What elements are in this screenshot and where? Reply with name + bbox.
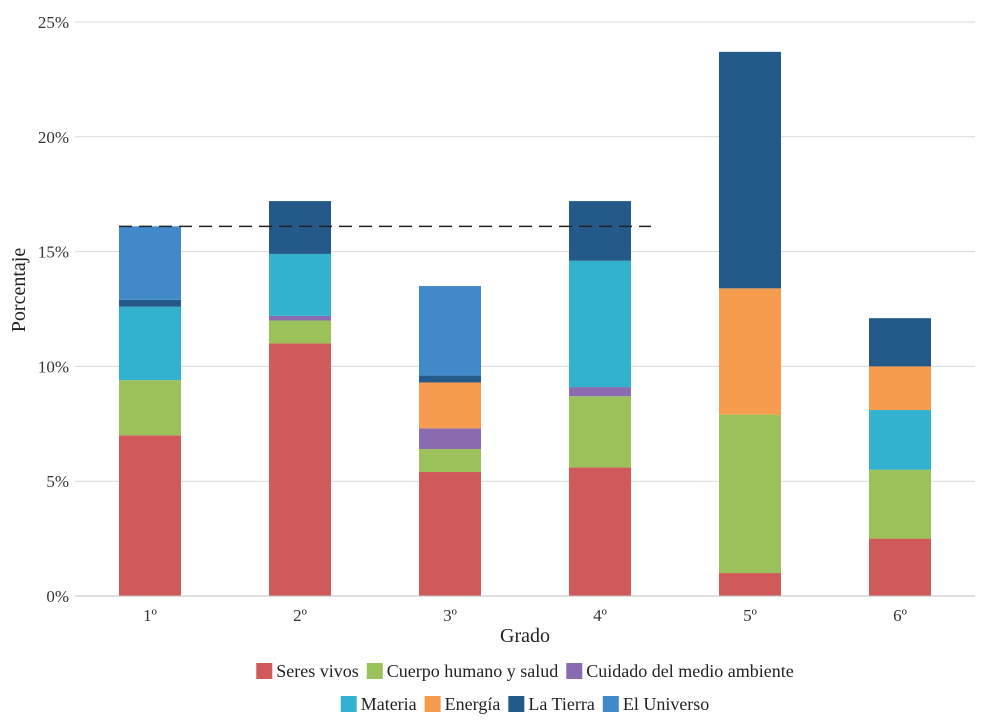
- legend-label: Seres vivos: [276, 661, 359, 681]
- legend-item: Materia: [340, 694, 417, 714]
- bar-segment: [719, 51, 781, 289]
- y-axis-ticks: 0% 5% 10% 15% 20% 25%: [38, 13, 69, 606]
- legend-label: El Universo: [623, 694, 709, 714]
- bar-segment: [719, 414, 781, 574]
- bar-segment: [569, 387, 631, 397]
- bar-segment: [269, 320, 331, 344]
- bar-segment: [719, 573, 781, 596]
- legend-label: Materia: [361, 694, 417, 714]
- bar-segment: [119, 226, 181, 300]
- legend-swatch: [508, 696, 525, 712]
- bar-segment: [119, 380, 181, 436]
- legend-label: La Tierra: [528, 694, 595, 714]
- bar-segment: [419, 428, 481, 450]
- x-tick-label: 2º: [293, 606, 307, 625]
- legend-swatch: [340, 696, 357, 712]
- legend-label: Cuidado del medio ambiente: [586, 661, 793, 681]
- bar-segment: [419, 449, 481, 473]
- bars: [119, 51, 931, 596]
- legend-item: Energía: [424, 694, 501, 714]
- bar-segment: [869, 366, 931, 411]
- bar-segment: [269, 253, 331, 316]
- bar-segment: [869, 538, 931, 596]
- legend-label: Cuerpo humano y salud: [387, 661, 558, 681]
- x-axis-title: Grado: [500, 625, 550, 647]
- legend-item: La Tierra: [508, 694, 595, 714]
- bar-segment: [569, 260, 631, 388]
- y-tick-label: 10%: [38, 357, 69, 376]
- bar-segment: [119, 435, 181, 596]
- bar-segment: [119, 299, 181, 307]
- bar-segment: [119, 306, 181, 381]
- y-tick-label: 5%: [46, 472, 69, 491]
- bar-segment: [419, 375, 481, 383]
- x-tick-label: 4º: [593, 606, 607, 625]
- x-axis-ticks: 1º 2º 3º 4º 5º 6º: [143, 606, 907, 625]
- y-tick-label: 20%: [38, 128, 69, 147]
- legend-row: Seres vivos Cuerpo humano y salud Cuidado …: [256, 661, 794, 681]
- legend-swatch: [256, 663, 273, 679]
- bar-segment: [869, 318, 931, 367]
- legend: Seres vivos Cuerpo humano y salud Cuidado …: [256, 661, 794, 714]
- bar-segment: [419, 382, 481, 429]
- x-tick-label: 6º: [893, 606, 907, 625]
- bar-segment: [419, 472, 481, 596]
- legend-swatch: [366, 663, 383, 679]
- bar-segment: [869, 469, 931, 539]
- legend-swatch: [602, 696, 619, 712]
- bar-segment: [269, 201, 331, 254]
- legend-swatch: [424, 696, 441, 712]
- legend-item: Cuerpo humano y salud: [366, 661, 558, 681]
- bar-segment: [269, 315, 331, 321]
- legend-item: El Universo: [602, 694, 709, 714]
- gridlines: [75, 21, 975, 482]
- y-tick-label: 0%: [46, 587, 69, 606]
- x-tick-label: 1º: [143, 606, 157, 625]
- bar-segment: [719, 288, 781, 415]
- x-tick-label: 5º: [743, 606, 757, 625]
- bar-segment: [569, 467, 631, 596]
- y-axis-title: Porcentaje: [8, 248, 30, 333]
- bar-segment: [569, 396, 631, 468]
- y-tick-label: 25%: [38, 13, 69, 32]
- legend-label: Energía: [445, 694, 501, 714]
- legend-item: Seres vivos: [256, 661, 359, 681]
- bar-segment: [269, 343, 331, 596]
- legend-item: Cuidado del medio ambiente: [566, 661, 794, 681]
- legend-swatch: [566, 663, 583, 679]
- bar-segment: [419, 286, 481, 376]
- x-tick-label: 3º: [443, 606, 457, 625]
- bar-segment: [869, 410, 931, 470]
- legend-row: Materia Energía La Tierra El Universo: [340, 694, 709, 714]
- y-tick-label: 15%: [38, 243, 69, 262]
- bar-segment: [569, 201, 631, 261]
